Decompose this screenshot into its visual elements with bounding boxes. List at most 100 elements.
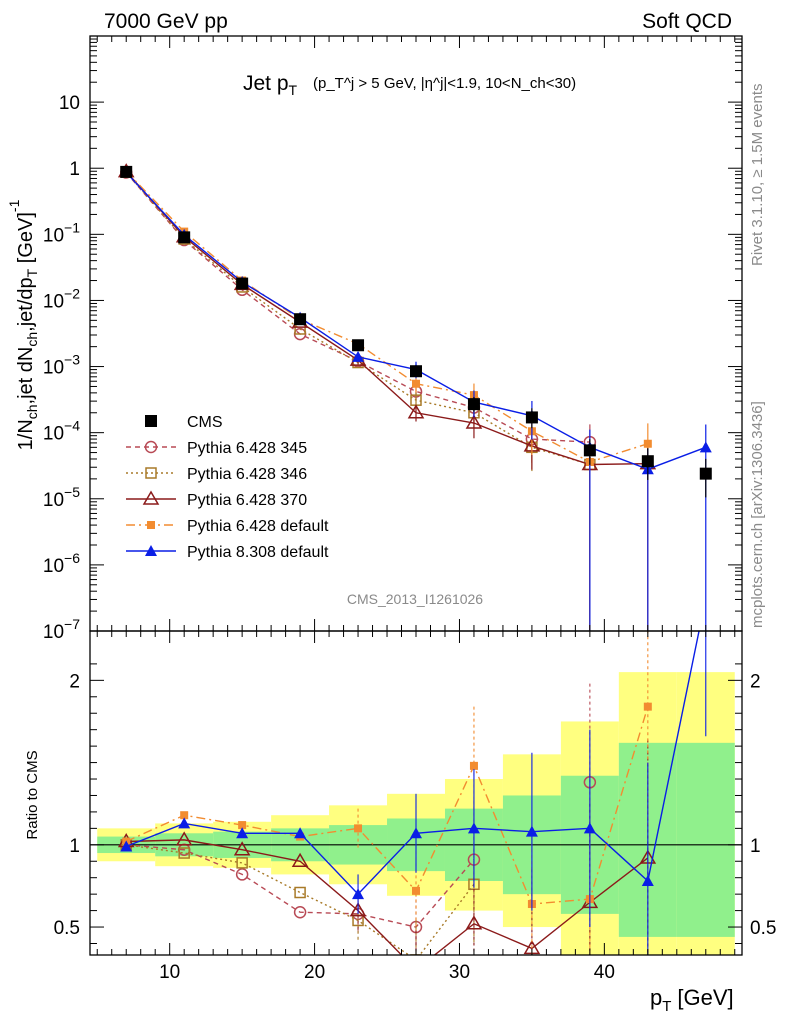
ratio-series-p8 [120, 631, 707, 955]
legend-marker-p370 [142, 490, 160, 505]
marker-cms [467, 398, 480, 411]
ratio-marker-p346 [410, 954, 422, 955]
x-tick-label: 10 [159, 962, 180, 983]
ratio-marker-p8 [525, 825, 538, 837]
marker-cms [294, 313, 307, 326]
ratio-marker-pdef [180, 811, 189, 820]
x-tick-label: 20 [304, 962, 325, 983]
series-p370 [117, 163, 657, 631]
ratio-marker-pdef [469, 761, 478, 770]
marker-p8 [699, 441, 712, 453]
legend-entry-p346: Pythia 6.428 346 [126, 466, 307, 483]
ratio-line-p370 [126, 839, 649, 955]
marker-cms [525, 411, 538, 424]
y-tick-label: 10−6 [43, 550, 80, 577]
ratio-marker-p8 [583, 822, 596, 834]
legend-label: Pythia 6.428 346 [187, 466, 307, 483]
x-tick-label: 40 [594, 962, 615, 983]
marker-cms [699, 467, 712, 480]
ratio-marker-p8 [178, 817, 191, 829]
marker-cms [120, 165, 133, 178]
legend-entry-p345: Pythia 6.428 345 [126, 440, 307, 457]
ratio-marker-p8 [236, 827, 249, 839]
marker-cms [641, 455, 654, 468]
y-tick-label: 10−7 [43, 616, 80, 643]
series-cms [120, 165, 712, 498]
y-axis-label: 1/Nch,jet dNch,jet/dpT [GeV]-1 [6, 199, 40, 450]
plot-title: Jet pT (p_T^j > 5 GeV, |η^j|<1.9, 10<N_c… [243, 72, 576, 98]
title-main-sub: T [289, 82, 298, 98]
ratio-marker-p345 [293, 905, 307, 919]
mcplots-label: mcplots.cern.ch [arXiv:1306.3436] [749, 401, 766, 628]
ratio-marker-p8 [294, 827, 307, 839]
legend-entry-cms: CMS [145, 414, 223, 431]
ratio-marker-p8 [352, 888, 365, 900]
legend-marker-p8 [145, 545, 157, 556]
ratio-y-tick-label-left: 1 [69, 836, 80, 857]
x-tick-label: 30 [449, 962, 470, 983]
marker-p370 [407, 404, 425, 419]
title-main: Jet p [243, 72, 289, 95]
legend-label: Pythia 8.308 default [187, 544, 329, 561]
series-p346 [120, 166, 596, 631]
ratio-marker-p370 [175, 831, 193, 846]
header-right: Soft QCD [642, 10, 732, 33]
y-tick-label: 10 [59, 93, 80, 114]
analysis-id: CMS_2013_I1261026 [347, 591, 483, 607]
legend-label: Pythia 6.428 default [187, 518, 329, 535]
marker-cms [236, 277, 249, 290]
svg-text:1/Nch,jet dNch,jet/dpT [GeV]-1: 1/Nch,jet dNch,jet/dpT [GeV]-1 [6, 199, 40, 450]
ratio-marker-pdef [412, 886, 420, 895]
legend: CMS Pythia 6.428 345 Pythia 6.428 346 Pythi… [126, 414, 329, 561]
marker-cms [178, 231, 191, 244]
ratio-line-pdef [125, 706, 649, 905]
ratio-marker-p346 [236, 857, 248, 869]
legend-entry-p8: Pythia 8.308 default [126, 544, 329, 561]
ratio-band-inner-bin [676, 742, 735, 937]
ratio-y-tick-label-left: 0.5 [54, 918, 80, 939]
ratio-marker-p345 [235, 868, 249, 881]
legend-entry-pdef: Pythia 6.428 default [126, 518, 329, 535]
marker-p370 [465, 414, 483, 429]
ratio-marker-p370 [465, 915, 483, 930]
ratio-marker-p8 [120, 840, 133, 852]
series-line-p345 [125, 172, 590, 443]
title-cuts: (p_T^j > 5 GeV, |η^j|<1.9, 10<N_ch<30) [313, 75, 576, 92]
y-tick-label: 10−3 [43, 352, 80, 379]
ratio-marker-p370 [233, 841, 251, 856]
ratio-series-layer [117, 631, 707, 955]
marker-cms [410, 365, 422, 378]
ratio-y-tick-label-right: 0.5 [750, 918, 776, 939]
series-pdef [122, 167, 652, 631]
main-plot-frame [89, 35, 743, 632]
header-left: 7000 GeV pp [104, 10, 228, 33]
legend-marker-p345 [144, 440, 158, 454]
ratio-marker-p370 [349, 902, 367, 917]
legend-marker-pdef [147, 521, 155, 529]
y-tick-label: 10−5 [43, 484, 80, 511]
series-line-p370 [125, 171, 648, 466]
y-tick-label: 10−2 [43, 285, 80, 312]
svg-text:Jet pT: Jet pT [243, 72, 298, 98]
ratio-marker-pdef [238, 821, 247, 830]
y-tick-label: 10−4 [43, 418, 80, 445]
main-series-layer [117, 163, 712, 631]
marker-p8 [352, 350, 365, 362]
marker-pdef [643, 439, 652, 448]
ratio-marker-p346 [294, 886, 306, 899]
legend-label: Pythia 6.428 345 [187, 440, 307, 457]
marker-cms [352, 339, 365, 352]
ratio-marker-p370 [291, 852, 309, 868]
y-tick-label: 1 [69, 159, 80, 180]
legend-entry-p370: Pythia 6.428 370 [126, 490, 307, 509]
rivet-label: Rivet 3.1.10, ≥ 1.5M events [749, 84, 766, 267]
legend-marker-cms [145, 415, 157, 427]
ratio-marker-p8 [467, 822, 480, 834]
series-p345 [119, 166, 597, 631]
ratio-marker-p346 [178, 847, 190, 859]
ratio-y-tick-label-left: 2 [69, 671, 80, 692]
legend-marker-p346 [145, 467, 157, 479]
ratio-marker-pdef [354, 824, 363, 833]
